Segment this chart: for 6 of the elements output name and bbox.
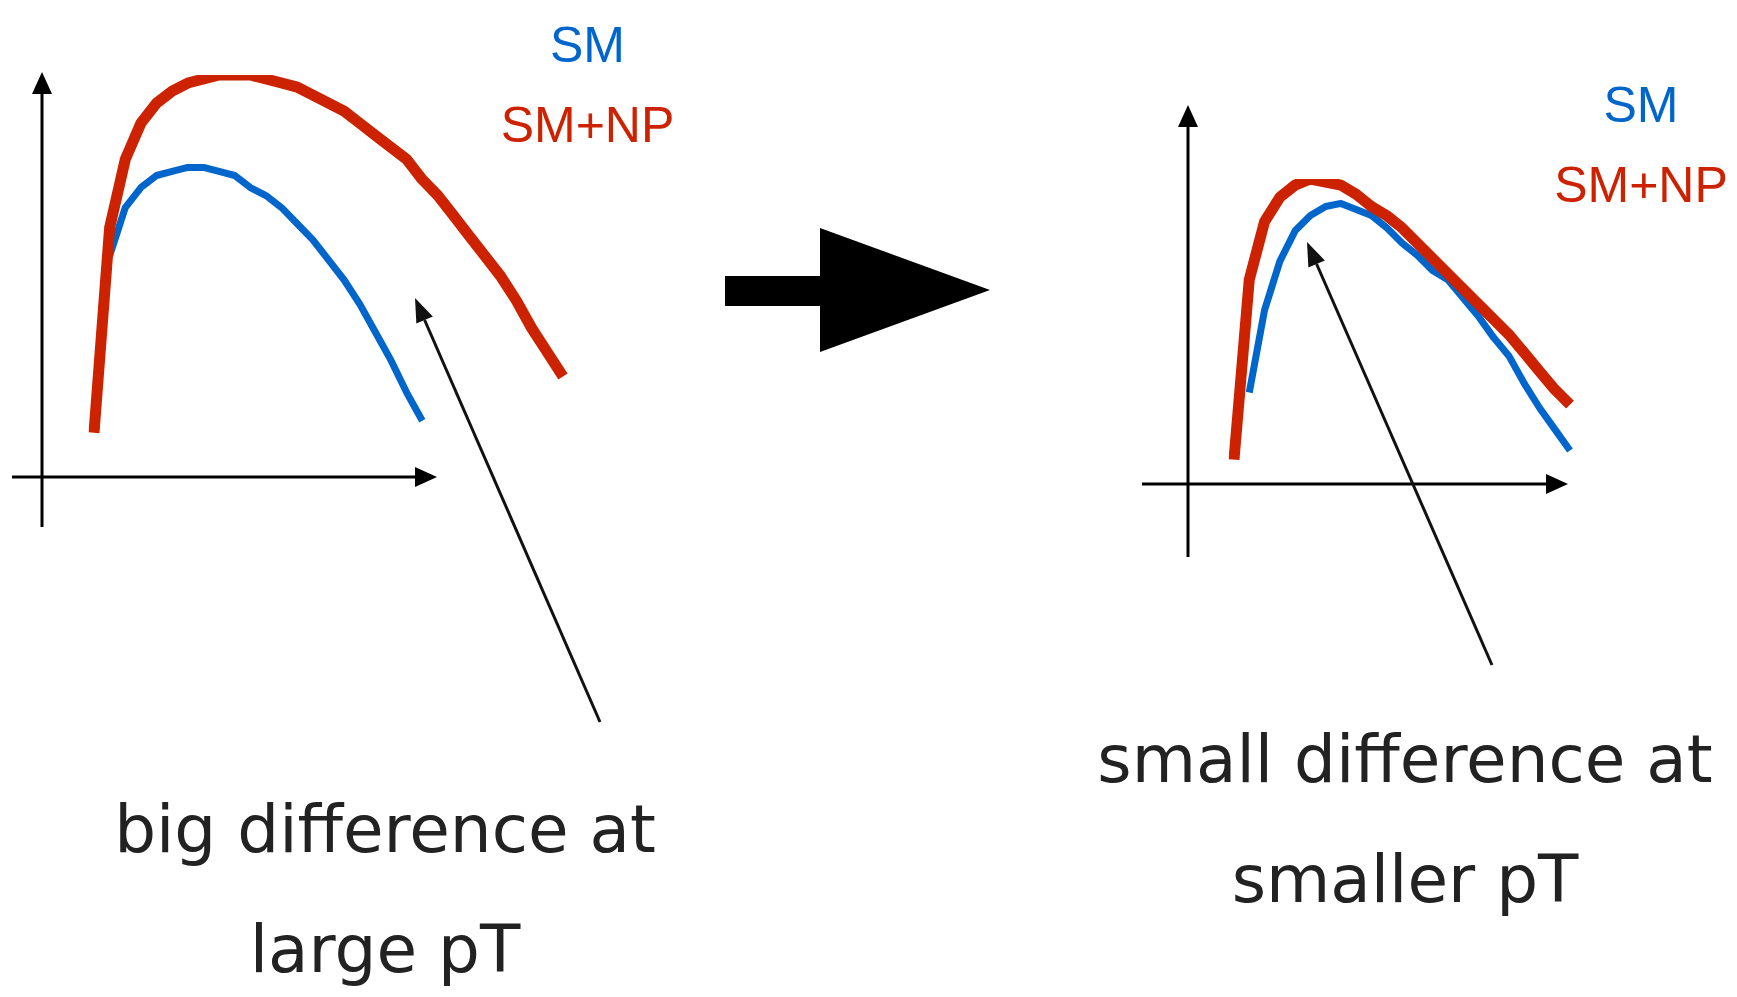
series-label: SM+NP: [499, 96, 676, 155]
text: SM: [1602, 76, 1680, 135]
text: small difference at smaller pT: [1096, 720, 1714, 920]
text: SM+NP: [1553, 156, 1729, 215]
text: big difference at large pT: [113, 790, 657, 990]
text: SM: [549, 16, 626, 75]
